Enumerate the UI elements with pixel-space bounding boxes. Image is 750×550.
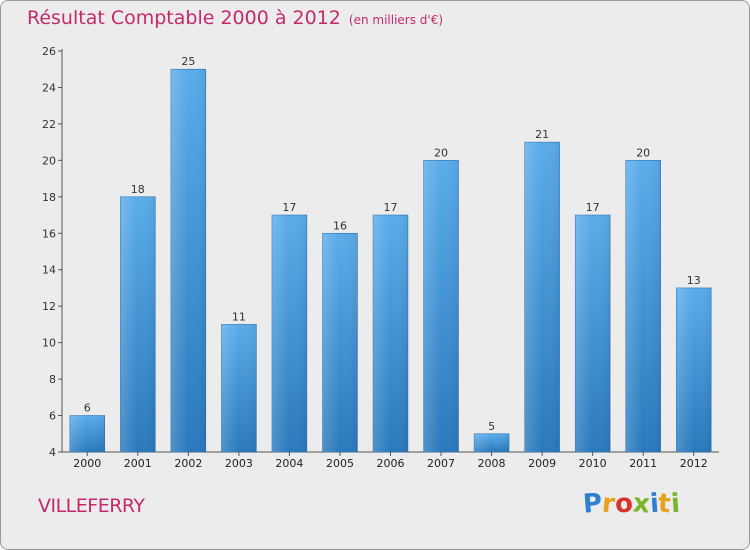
bar-shine-2010 bbox=[575, 215, 611, 452]
bar-shine-2001 bbox=[120, 196, 156, 452]
x-tick-label: 2001 bbox=[124, 457, 152, 470]
value-label-2008: 5 bbox=[488, 420, 495, 433]
x-tick-label: 2004 bbox=[275, 457, 303, 470]
y-tick-label: 10 bbox=[42, 337, 56, 350]
chart-value-labels: 6 18 25 11 17 16 17 20 5 21 17 20 13 bbox=[84, 55, 701, 433]
value-label-2003: 11 bbox=[232, 310, 246, 323]
bar-shine-2011 bbox=[625, 160, 661, 452]
value-label-2000: 6 bbox=[84, 402, 91, 415]
chart-title: Résultat Comptable 2000 à 2012 (en millie… bbox=[27, 7, 443, 29]
x-tick-label: 2010 bbox=[579, 457, 607, 470]
value-label-2007: 20 bbox=[434, 146, 448, 159]
chart-unit: (en milliers d'€) bbox=[348, 13, 444, 27]
logo-letter: o bbox=[613, 488, 634, 520]
y-tick-label: 20 bbox=[42, 154, 56, 167]
y-tick-label: 4 bbox=[49, 446, 56, 459]
y-tick-label: 18 bbox=[42, 191, 56, 204]
bar-shine-2000 bbox=[69, 415, 105, 452]
value-label-2002: 25 bbox=[181, 55, 195, 68]
x-tick-label: 2011 bbox=[629, 457, 657, 470]
logo-letter: i bbox=[669, 488, 681, 520]
value-label-2011: 20 bbox=[636, 146, 650, 159]
x-tick-label: 2002 bbox=[174, 457, 202, 470]
bar-shine-2012 bbox=[676, 287, 712, 452]
x-tick-label: 2009 bbox=[528, 457, 556, 470]
value-label-2004: 17 bbox=[282, 201, 296, 214]
x-tick-label: 2007 bbox=[427, 457, 455, 470]
x-tick-label: 2000 bbox=[73, 457, 101, 470]
logo-letter: x bbox=[631, 488, 651, 520]
logo-letter: P bbox=[581, 488, 604, 520]
x-tick-label: 2006 bbox=[377, 457, 405, 470]
x-tick-label: 2012 bbox=[680, 457, 708, 470]
y-tick-label: 26 bbox=[42, 45, 56, 58]
bar-shine-2007 bbox=[423, 160, 459, 452]
x-tick-label: 2003 bbox=[225, 457, 253, 470]
bar-shine-2002 bbox=[170, 69, 206, 453]
x-tick-label: 2008 bbox=[478, 457, 506, 470]
bar-shine-2008 bbox=[474, 433, 510, 452]
y-tick-label: 8 bbox=[49, 373, 56, 386]
bar-shine-2006 bbox=[373, 215, 408, 452]
x-tick-label: 2005 bbox=[326, 457, 354, 470]
bar-shine-2005 bbox=[322, 233, 358, 452]
commune-name: VILLEFERRY bbox=[38, 495, 145, 517]
chart-bars bbox=[69, 68, 712, 453]
value-label-2009: 21 bbox=[535, 128, 549, 141]
value-label-2006: 17 bbox=[384, 201, 398, 214]
y-tick-label: 12 bbox=[42, 300, 56, 313]
value-label-2005: 16 bbox=[333, 219, 347, 232]
value-label-2010: 17 bbox=[586, 201, 600, 214]
proxiti-logo: Proxiti bbox=[581, 488, 681, 520]
y-tick-label: 6 bbox=[49, 410, 56, 423]
y-tick-label: 16 bbox=[42, 227, 56, 240]
value-label-2001: 18 bbox=[131, 183, 145, 196]
y-tick-label: 14 bbox=[42, 264, 56, 277]
bar-shine-2009 bbox=[524, 142, 560, 453]
bar-shine-2003 bbox=[221, 324, 257, 452]
y-tick-label: 22 bbox=[42, 118, 56, 131]
y-tick-label: 24 bbox=[42, 81, 56, 94]
value-label-2012: 13 bbox=[687, 274, 701, 287]
chart-title-text: Résultat Comptable 2000 à 2012 bbox=[27, 7, 341, 29]
bar-shine-2004 bbox=[271, 215, 307, 452]
